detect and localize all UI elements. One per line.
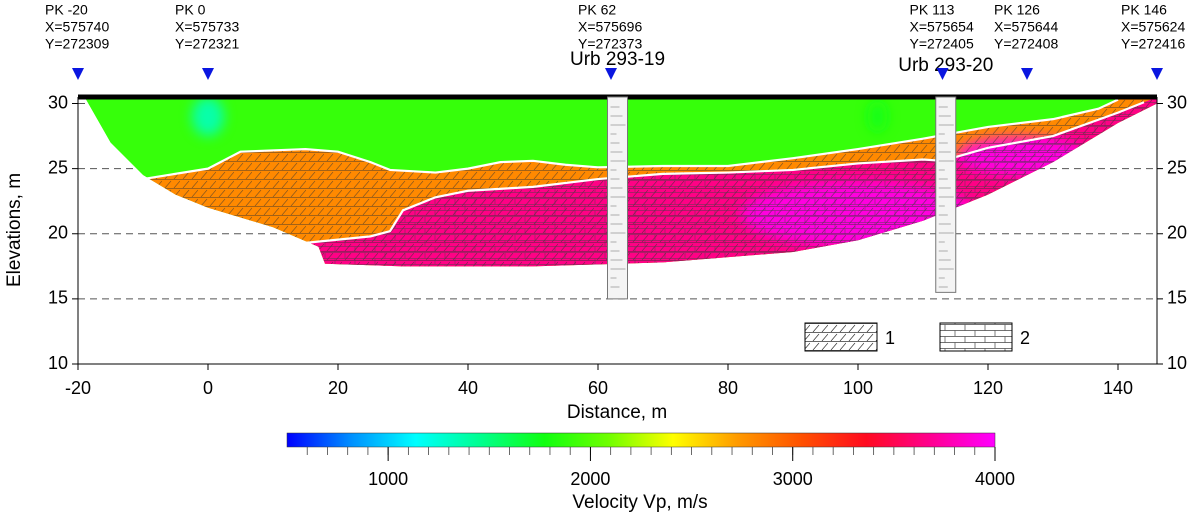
pk-label: X=575654 bbox=[910, 19, 974, 35]
pk-label: PK 126 bbox=[994, 2, 1040, 18]
x-tick-label: 80 bbox=[718, 378, 738, 398]
y-tick-label-right: 25 bbox=[1167, 157, 1187, 177]
pk-marker bbox=[202, 68, 214, 80]
colorbar-tick-label: 3000 bbox=[773, 469, 813, 489]
pk-label: Y=272408 bbox=[994, 36, 1058, 52]
pk-label: Y=272309 bbox=[45, 36, 109, 52]
legend-label: 2 bbox=[1020, 328, 1030, 348]
x-tick-label: 0 bbox=[203, 378, 213, 398]
colorbar-tick-label: 1000 bbox=[368, 469, 408, 489]
x-tick-label: 40 bbox=[458, 378, 478, 398]
x-tick-label: 100 bbox=[843, 378, 873, 398]
colorbar-tick-label: 2000 bbox=[570, 469, 610, 489]
pk-label: Y=272321 bbox=[175, 36, 239, 52]
pk-label: X=575624 bbox=[1121, 19, 1185, 35]
legend-swatch bbox=[939, 322, 1013, 352]
pk-label: PK 146 bbox=[1121, 2, 1167, 18]
pk-marker bbox=[1151, 68, 1163, 80]
borehole-label: Urb 293-19 bbox=[570, 49, 665, 70]
legend-swatch bbox=[804, 322, 878, 352]
pk-label: X=575733 bbox=[175, 19, 239, 35]
y-tick-label: 15 bbox=[48, 288, 68, 308]
x-axis-title: Distance, m bbox=[567, 402, 667, 423]
x-tick-label: 60 bbox=[588, 378, 608, 398]
y-tick-label-right: 30 bbox=[1167, 92, 1187, 112]
y-tick-label-right: 20 bbox=[1167, 223, 1187, 243]
y-tick-label-right: 15 bbox=[1167, 288, 1187, 308]
pk-label: PK 0 bbox=[175, 2, 206, 18]
borehole bbox=[607, 96, 628, 300]
y-tick-label: 30 bbox=[48, 92, 68, 112]
x-tick-label: -20 bbox=[65, 378, 91, 398]
x-tick-label: 140 bbox=[1103, 378, 1133, 398]
borehole bbox=[935, 96, 957, 293]
y-tick-label: 20 bbox=[48, 223, 68, 243]
y-tick-label-right: 10 bbox=[1167, 353, 1187, 373]
pk-label: X=575696 bbox=[578, 19, 642, 35]
layer-boundary bbox=[305, 101, 1145, 244]
pk-label: PK 62 bbox=[578, 2, 616, 18]
borehole-label: Urb 293-20 bbox=[898, 55, 993, 76]
pk-label: PK -20 bbox=[45, 2, 88, 18]
x-tick-label: 20 bbox=[328, 378, 348, 398]
y-tick-label: 10 bbox=[48, 353, 68, 373]
velocity-anomaly bbox=[191, 97, 225, 137]
x-tick-label: 120 bbox=[973, 378, 1003, 398]
y-tick-label: 25 bbox=[48, 157, 68, 177]
colorbar-title: Velocity Vp, m/s bbox=[572, 492, 707, 513]
y-axis-title: Elevations, m bbox=[4, 173, 25, 287]
pk-label: PK 113 bbox=[910, 2, 955, 18]
pk-label: Y=272405 bbox=[910, 36, 974, 52]
pk-label: Y=272416 bbox=[1121, 36, 1185, 52]
pk-label: X=575740 bbox=[45, 19, 109, 35]
colorbar bbox=[286, 432, 996, 448]
pk-label: Y=272373 bbox=[578, 36, 642, 52]
pk-marker bbox=[605, 68, 617, 80]
pk-marker bbox=[1021, 68, 1033, 80]
legend-label: 1 bbox=[885, 328, 895, 348]
pk-marker bbox=[936, 68, 949, 80]
pk-marker bbox=[72, 68, 84, 80]
pk-label: X=575644 bbox=[994, 19, 1058, 35]
colorbar-tick-label: 4000 bbox=[975, 469, 1015, 489]
velocity-anomaly bbox=[867, 100, 888, 133]
